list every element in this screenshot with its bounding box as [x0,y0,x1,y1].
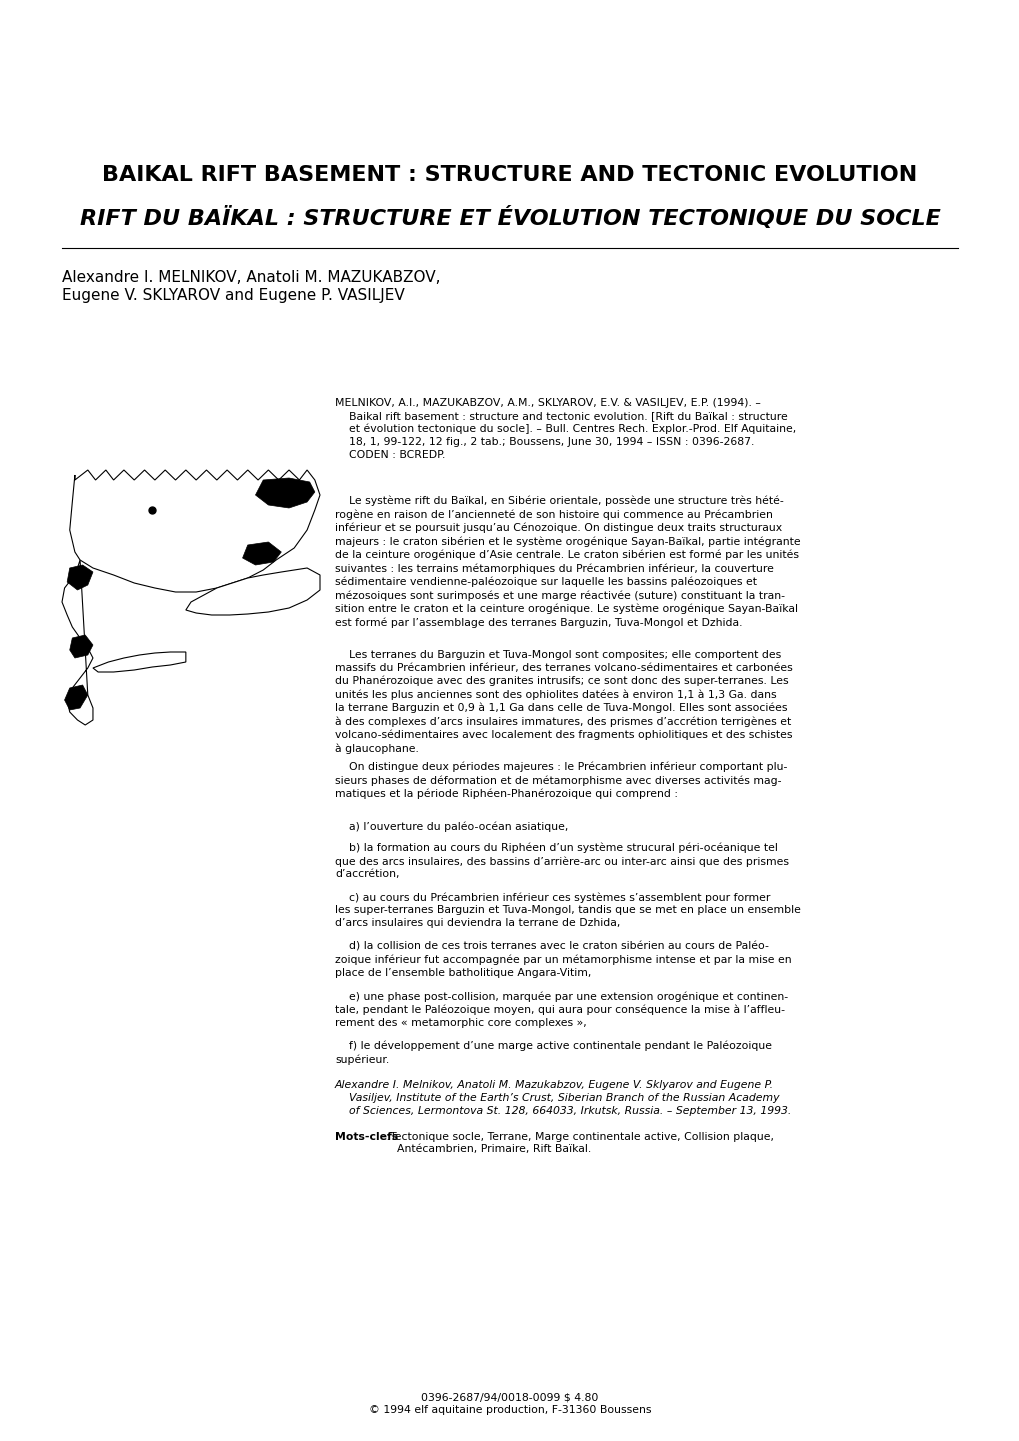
Text: Les terranes du Barguzin et Tuva-Mongol sont composites; elle comportent des
mas: Les terranes du Barguzin et Tuva-Mongol … [334,650,792,754]
Text: 0396-2687/94/0018-0099 $ 4.80
© 1994 elf aquitaine production, F-31360 Boussens: 0396-2687/94/0018-0099 $ 4.80 © 1994 elf… [369,1392,650,1415]
Polygon shape [67,565,93,589]
Text: e) une phase post-collision, marquée par une extension orogénique et continen-
t: e) une phase post-collision, marquée par… [334,991,788,1027]
Text: RIFT DU BAÏKAL : STRUCTURE ET ÉVOLUTION TECTONIQUE DU SOCLE: RIFT DU BAÏKAL : STRUCTURE ET ÉVOLUTION … [79,206,940,229]
Polygon shape [243,542,281,565]
Text: Alexandre I. MELNIKOV, Anatoli M. MAZUKABZOV,: Alexandre I. MELNIKOV, Anatoli M. MAZUKA… [62,269,440,285]
Text: c) au cours du Précambrien inférieur ces systèmes s’assemblent pour former
les s: c) au cours du Précambrien inférieur ces… [334,892,800,928]
Text: a) l’ouverture du paléo-océan asiatique,: a) l’ouverture du paléo-océan asiatique, [334,821,568,833]
Text: Le système rift du Baïkal, en Sibérie orientale, possède une structure très hété: Le système rift du Baïkal, en Sibérie or… [334,496,800,628]
Text: f) le développement d’une marge active continentale pendant le Paléozoique
supér: f) le développement d’une marge active c… [334,1040,771,1065]
Text: MELNIKOV, A.I., MAZUKABZOV, A.M., SKLYAROV, E.V. & VASILJEV, E.P. (1994). –
    : MELNIKOV, A.I., MAZUKABZOV, A.M., SKLYAR… [334,398,796,460]
Polygon shape [62,561,93,725]
Polygon shape [93,651,185,672]
Text: :Tectonique socle, Terrane, Marge continentale active, Collision plaque,
    Ant: :Tectonique socle, Terrane, Marge contin… [383,1131,773,1154]
Text: Eugene V. SKLYAROV and Eugene P. VASILJEV: Eugene V. SKLYAROV and Eugene P. VASILJE… [62,288,405,303]
Text: Alexandre I. Melnikov, Anatoli M. Mazukabzov, Eugene V. Sklyarov and Eugene P.
 : Alexandre I. Melnikov, Anatoli M. Mazuka… [334,1079,791,1115]
Text: b) la formation au cours du Riphéen d’un système strucural péri-océanique tel
qu: b) la formation au cours du Riphéen d’un… [334,843,789,879]
Polygon shape [185,568,320,615]
Text: Mots-clefs: Mots-clefs [334,1131,397,1141]
Polygon shape [69,470,320,592]
Text: On distingue deux périodes majeures : le Précambrien inférieur comportant plu-
s: On distingue deux périodes majeures : le… [334,762,787,800]
Polygon shape [255,478,315,509]
Text: d) la collision de ces trois terranes avec le craton sibérien au cours de Paléo-: d) la collision de ces trois terranes av… [334,942,791,978]
Polygon shape [69,635,93,659]
Polygon shape [64,684,88,710]
Text: BAIKAL RIFT BASEMENT : STRUCTURE AND TECTONIC EVOLUTION: BAIKAL RIFT BASEMENT : STRUCTURE AND TEC… [102,166,917,184]
